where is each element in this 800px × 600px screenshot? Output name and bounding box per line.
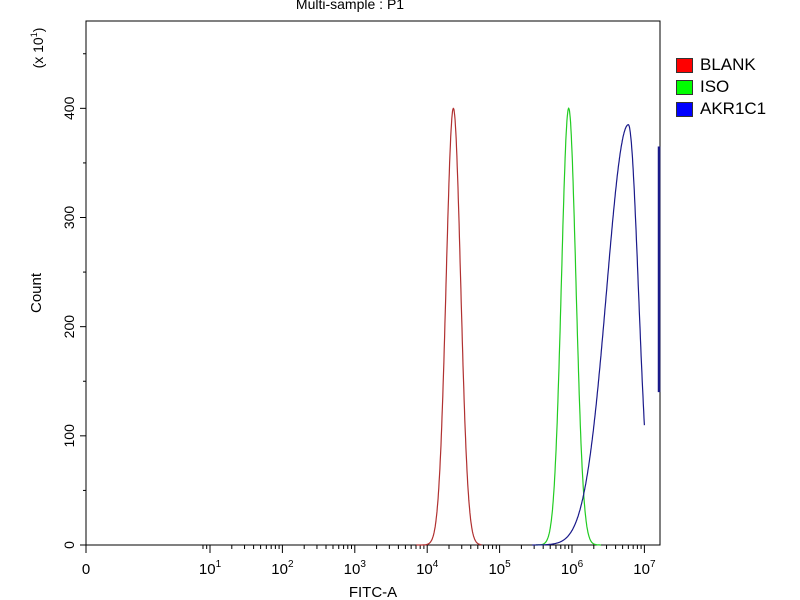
- legend-swatch-blank: [676, 57, 693, 73]
- legend-item-akr1c1: AKR1C1: [676, 98, 766, 120]
- legend-swatch-iso: [676, 79, 693, 95]
- series-line-blank: [416, 107, 482, 546]
- legend-label-blank: BLANK: [700, 55, 756, 74]
- legend-label-akr1c1: AKR1C1: [700, 99, 767, 118]
- x-tick-label: 105: [488, 559, 511, 578]
- legend-label-iso: ISO: [700, 77, 730, 96]
- x-tick-label: 101: [199, 559, 222, 578]
- x-tick-label: 104: [416, 559, 439, 578]
- y-tick-label: 100: [61, 424, 77, 448]
- legend-item-blank: BLANK: [676, 54, 766, 76]
- x-tick-label: 103: [344, 559, 367, 578]
- y-tick-label: 300: [61, 206, 77, 230]
- legend: BLANK ISO AKR1C1: [676, 54, 766, 120]
- y-tick-label: 400: [61, 96, 77, 120]
- y-multiplier-label: (x 101): [29, 28, 46, 69]
- x-tick-label: 102: [271, 559, 294, 578]
- y-axis-label: Count: [28, 272, 45, 313]
- legend-item-iso: ISO: [676, 76, 766, 98]
- x-tick-label: 106: [561, 559, 584, 578]
- chart-title: Multi-sample : P1: [295, 0, 405, 12]
- x-axis-label: FITC-A: [349, 584, 397, 600]
- x-tick-label: 107: [633, 559, 656, 578]
- x-tick-label: 0: [82, 561, 90, 578]
- series-line-akr1c1: [532, 124, 645, 546]
- legend-swatch-akr1c1: [676, 101, 693, 117]
- y-tick-label: 200: [61, 315, 77, 339]
- plot-frame: [85, 20, 661, 546]
- y-tick-label: 0: [61, 541, 77, 549]
- series-line-iso: [535, 107, 601, 546]
